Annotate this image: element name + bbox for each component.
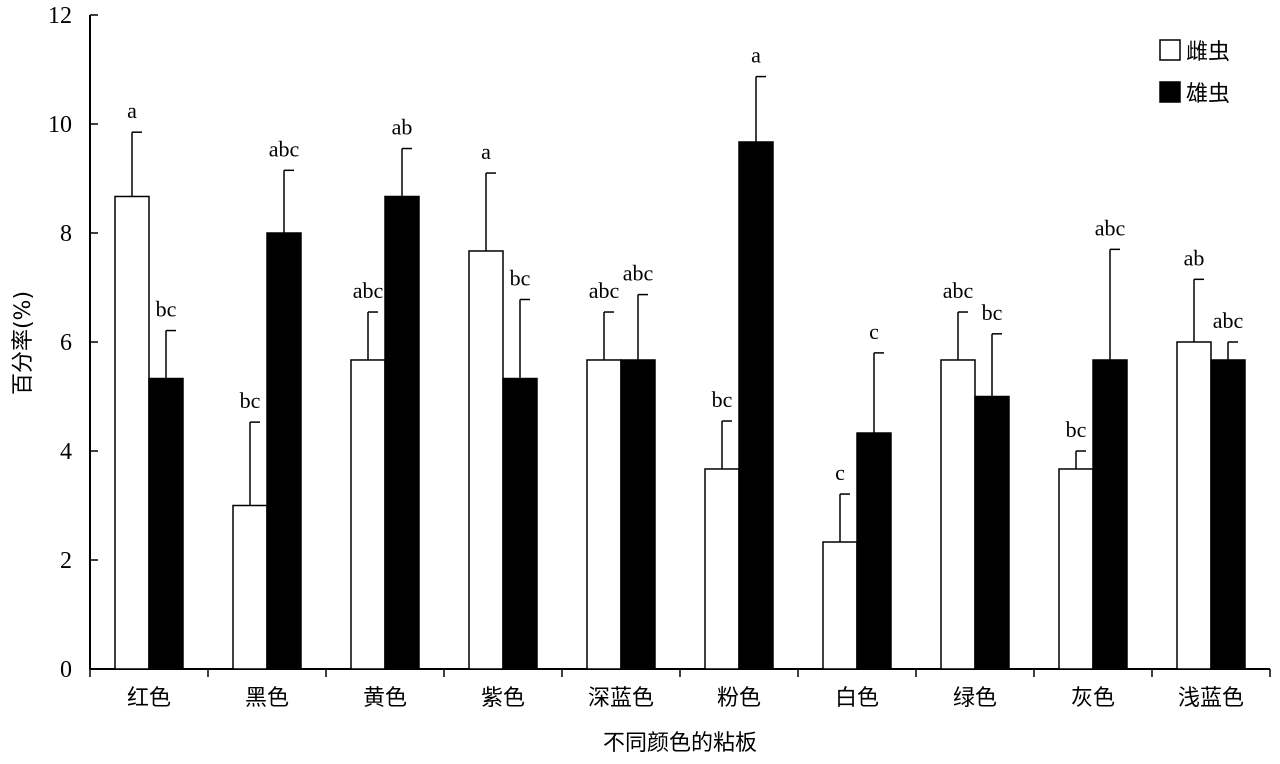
x-tick-label: 深蓝色: [588, 686, 654, 711]
bar-male: [620, 359, 656, 670]
significance-label: ab: [392, 115, 413, 140]
significance-label: abc: [943, 278, 974, 303]
significance-label: c: [869, 319, 879, 344]
x-tick-label: 白色: [835, 686, 879, 711]
bar-male: [384, 195, 420, 670]
bar-male: [148, 377, 184, 670]
y-tick-label: 8: [60, 221, 72, 247]
significance-label: abc: [589, 278, 620, 303]
legend-swatch: [1159, 39, 1181, 61]
x-tick-label: 粉色: [717, 686, 761, 711]
legend-label: 雄虫: [1186, 82, 1230, 107]
significance-label: abc: [623, 261, 654, 286]
x-tick-label: 紫色: [481, 686, 525, 711]
bar-female: [114, 195, 150, 670]
y-tick-label: 2: [60, 548, 72, 574]
bar-female: [940, 359, 976, 670]
legend-swatch: [1159, 81, 1181, 103]
bar-female: [468, 250, 504, 670]
significance-label: abc: [353, 278, 384, 303]
bar-male: [738, 141, 774, 670]
y-tick-label: 12: [48, 3, 72, 29]
y-tick-label: 6: [60, 330, 72, 356]
bar-female: [586, 359, 622, 670]
y-tick-label: 10: [48, 112, 72, 138]
significance-label: c: [835, 460, 845, 485]
legend-label: 雌虫: [1186, 40, 1230, 65]
significance-label: a: [127, 98, 137, 123]
y-axis-title: 百分率(%): [11, 291, 36, 395]
bar-female: [704, 468, 740, 670]
significance-label: ab: [1184, 245, 1205, 270]
bar-male: [502, 377, 538, 670]
significance-label: bc: [982, 300, 1003, 325]
significance-label: bc: [1066, 417, 1087, 442]
x-tick-label: 红色: [127, 686, 171, 711]
x-tick-label: 浅蓝色: [1178, 686, 1244, 711]
significance-label: bc: [156, 297, 177, 322]
bar-female: [350, 359, 386, 670]
bar-female: [232, 504, 268, 670]
x-tick-label: 黄色: [363, 686, 407, 711]
significance-label: a: [751, 43, 761, 68]
x-tick-label: 灰色: [1071, 686, 1115, 711]
significance-label: abc: [269, 136, 300, 161]
bar-male: [974, 395, 1010, 670]
x-tick-label: 黑色: [245, 686, 289, 711]
significance-label: bc: [510, 265, 531, 290]
significance-label: bc: [240, 388, 261, 413]
significance-label: a: [481, 139, 491, 164]
x-axis-title: 不同颜色的粘板: [603, 731, 757, 756]
y-tick-label: 0: [60, 657, 72, 683]
significance-label: bc: [712, 387, 733, 412]
significance-label: abc: [1213, 308, 1244, 333]
bar-female: [822, 541, 858, 670]
bar-female: [1176, 341, 1212, 670]
y-tick-label: 4: [60, 439, 72, 465]
bar-male: [266, 232, 302, 670]
bar-male: [856, 432, 892, 670]
bar-male: [1092, 359, 1128, 670]
significance-label: abc: [1095, 215, 1126, 240]
bar-female: [1058, 468, 1094, 670]
x-tick-label: 绿色: [953, 686, 997, 711]
bar-male: [1210, 359, 1246, 670]
